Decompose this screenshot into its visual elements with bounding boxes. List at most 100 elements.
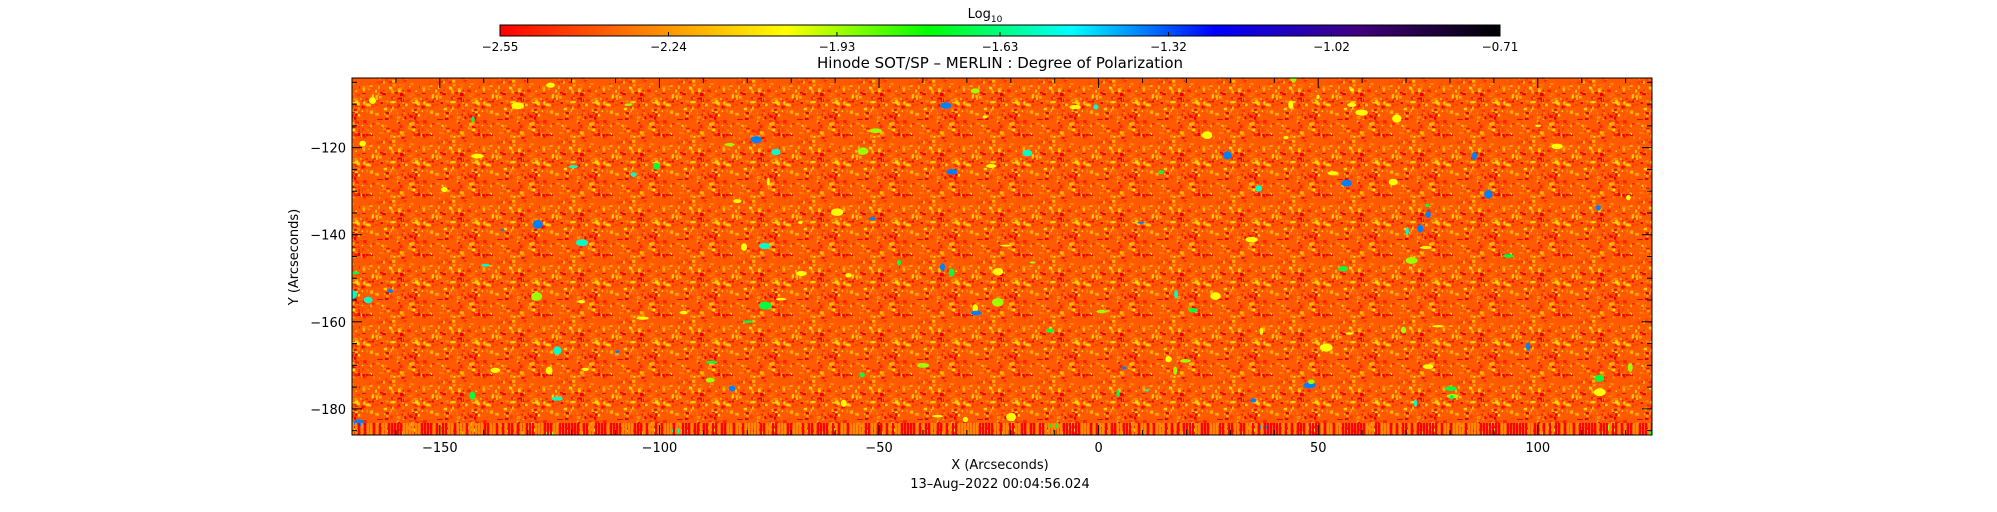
bottom-stripe xyxy=(979,423,981,435)
bottom-stripe xyxy=(1534,423,1536,435)
bottom-stripe xyxy=(1063,423,1065,435)
bottom-stripe xyxy=(1363,423,1365,435)
bottom-stripe xyxy=(1384,423,1386,435)
bottom-stripe xyxy=(622,423,624,435)
bottom-stripe xyxy=(1255,423,1257,435)
bottom-stripe xyxy=(1084,423,1086,435)
bottom-stripe xyxy=(1540,423,1542,435)
polarization-patch xyxy=(970,88,980,94)
polarization-patch xyxy=(1283,135,1289,140)
bottom-stripe xyxy=(655,423,657,435)
y-tick-label: −140 xyxy=(310,229,346,244)
bottom-stripe xyxy=(679,423,681,435)
bottom-stripe xyxy=(976,423,978,435)
bottom-stripe xyxy=(1405,423,1407,435)
polarization-patch xyxy=(1137,221,1145,224)
bottom-stripe xyxy=(352,423,354,435)
bottom-stripe xyxy=(1315,423,1317,435)
bottom-stripe xyxy=(1204,423,1206,435)
bottom-stripe xyxy=(523,423,525,435)
bottom-stripe xyxy=(1621,423,1623,435)
polarization-patch xyxy=(1449,395,1454,400)
bottom-stripe xyxy=(1174,423,1176,435)
bottom-stripe xyxy=(703,423,705,435)
bottom-stripe xyxy=(634,423,636,435)
bottom-stripe xyxy=(1372,423,1374,435)
polarization-patch xyxy=(1006,412,1017,422)
bottom-stripe xyxy=(1411,423,1413,435)
bottom-stripe xyxy=(1441,423,1443,435)
polarization-patch xyxy=(369,97,376,104)
bottom-stripe xyxy=(928,423,930,435)
bottom-stripe xyxy=(1426,423,1428,435)
bottom-stripe xyxy=(427,423,429,435)
polarization-patch xyxy=(630,172,637,178)
polarization-patch xyxy=(511,102,525,110)
polarization-patch xyxy=(831,208,844,216)
bottom-stripe xyxy=(895,423,897,435)
polarization-patch xyxy=(1484,190,1493,199)
polarization-patch xyxy=(1201,131,1213,139)
bottom-stripe xyxy=(364,423,366,435)
bottom-stripe xyxy=(718,423,720,435)
bottom-stripe xyxy=(376,423,378,435)
bottom-stripe xyxy=(1069,423,1071,435)
bottom-stripe xyxy=(700,423,702,435)
bottom-stripe xyxy=(1225,423,1227,435)
bottom-stripe xyxy=(379,423,381,435)
bottom-stripe xyxy=(1513,423,1515,435)
polarization-patch xyxy=(500,229,505,231)
bottom-stripe xyxy=(487,423,489,435)
bottom-stripe xyxy=(607,423,609,435)
polarization-patch xyxy=(775,297,787,301)
bottom-stripe xyxy=(1483,423,1485,435)
bottom-stripe xyxy=(898,423,900,435)
bottom-stripe xyxy=(781,423,783,435)
bottom-stripe xyxy=(1609,423,1611,435)
bottom-stripe xyxy=(691,423,693,435)
x-tick-label: −150 xyxy=(422,441,458,456)
bottom-stripe xyxy=(355,423,357,435)
bottom-stripe xyxy=(853,423,855,435)
bottom-stripe xyxy=(1264,423,1266,435)
bottom-stripe xyxy=(676,423,678,435)
bottom-stripe xyxy=(1567,423,1569,435)
polarization-patch xyxy=(750,136,762,144)
bottom-stripe xyxy=(1072,423,1074,435)
bottom-stripe xyxy=(1351,423,1353,435)
bottom-stripe xyxy=(1303,423,1305,435)
bottom-stripe xyxy=(1612,423,1614,435)
bottom-stripe xyxy=(1327,423,1329,435)
bottom-stripe xyxy=(1354,423,1356,435)
polarization-patch xyxy=(551,396,563,401)
bottom-stripe xyxy=(688,423,690,435)
bottom-stripe xyxy=(1366,423,1368,435)
bottom-stripe xyxy=(610,423,612,435)
polarization-patch xyxy=(1223,151,1232,160)
polarization-patch xyxy=(1180,359,1191,363)
bottom-stripe xyxy=(436,423,438,435)
bottom-stripe xyxy=(955,423,957,435)
chart-title: Hinode SOT/SP – MERLIN : Degree of Polar… xyxy=(817,54,1183,72)
bottom-stripe xyxy=(1420,423,1422,435)
bottom-stripe xyxy=(661,423,663,435)
y-tick-label: −160 xyxy=(310,316,346,331)
bottom-stripe xyxy=(475,423,477,435)
bottom-stripe xyxy=(1039,423,1041,435)
bottom-stripe xyxy=(511,423,513,435)
polarization-patch xyxy=(972,304,978,313)
bottom-stripe xyxy=(709,423,711,435)
bottom-stripe xyxy=(451,423,453,435)
bottom-stripe xyxy=(775,423,777,435)
polarization-patch xyxy=(1413,399,1418,407)
colorbar: Log10 −2.55 −2.24 −1.93 −1.63 −1.32 −1.02 −0.7… xyxy=(482,7,1519,54)
polarization-patch xyxy=(940,102,952,109)
bottom-stripe xyxy=(1369,423,1371,435)
polarization-patch xyxy=(1173,366,1178,375)
bottom-stripe xyxy=(1507,423,1509,435)
bottom-stripe xyxy=(538,423,540,435)
bottom-stripe xyxy=(1180,423,1182,435)
bottom-stripe xyxy=(847,423,849,435)
bottom-stripe xyxy=(727,423,729,435)
polarization-patch xyxy=(531,292,543,301)
